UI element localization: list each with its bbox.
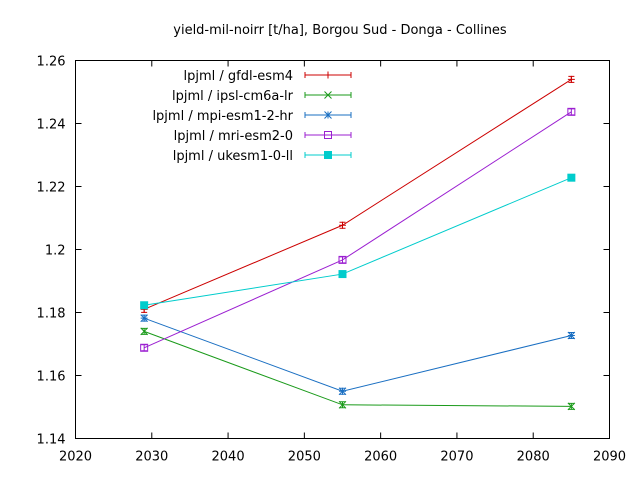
data-point — [338, 387, 347, 396]
x-tick-label: 2060 — [364, 450, 397, 465]
data-point — [567, 75, 575, 83]
series-3 — [140, 107, 576, 352]
series-layer — [140, 75, 576, 411]
data-point — [567, 331, 576, 340]
data-point — [140, 314, 149, 323]
series-line — [143, 330, 572, 407]
data-point — [339, 221, 346, 229]
series-line — [144, 177, 572, 306]
data-point — [140, 301, 149, 310]
legend-marker — [324, 131, 332, 139]
legend-marker — [324, 71, 332, 79]
series-4 — [140, 173, 576, 310]
legend-marker — [324, 151, 332, 159]
axis-ticks: 2020 2030 2040 2050 2060 2070 2080 2090 1.14 1.16… — [37, 55, 627, 465]
legend-marker — [324, 91, 332, 99]
series-1 — [140, 327, 576, 411]
data-point — [567, 173, 576, 182]
y-tick-label: 1.24 — [37, 118, 66, 133]
legend-label: lpjml / ukesm1-0-ll — [173, 149, 293, 164]
y-tick-label: 1.16 — [37, 370, 66, 385]
y-tick-label: 1.2 — [45, 244, 66, 259]
x-tick-label: 2020 — [59, 450, 92, 465]
legend-label: lpjml / gfdl-esm4 — [184, 69, 293, 84]
x-tick-label: 2050 — [288, 450, 321, 465]
legend: lpjml / gfdl-esm4 lpjml / ipsl-cm6a-lr lpj… — [152, 69, 352, 164]
data-point — [567, 402, 576, 411]
y-tick-label: 1.26 — [37, 55, 66, 70]
data-point — [140, 343, 149, 352]
data-point — [567, 107, 576, 116]
x-tick-label: 2090 — [593, 450, 626, 465]
y-tick-label: 1.22 — [37, 181, 66, 196]
series-2 — [140, 314, 576, 396]
legend-label: lpjml / mpi-esm1-2-hr — [152, 109, 293, 124]
legend-label: lpjml / ipsl-cm6a-lr — [172, 89, 294, 104]
chart-title: yield-mil-noirr [t/ha], Borgou Sud - Don… — [173, 23, 507, 38]
error-bar — [141, 344, 148, 352]
x-tick-label: 2030 — [135, 450, 168, 465]
x-tick-label: 2070 — [440, 450, 473, 465]
y-tick-label: 1.14 — [37, 433, 66, 448]
y-tick-label: 1.18 — [37, 307, 66, 322]
data-point — [140, 327, 149, 336]
data-point — [338, 400, 347, 409]
legend-marker — [324, 111, 332, 119]
x-tick-label: 2040 — [212, 450, 245, 465]
data-point — [338, 270, 347, 279]
x-tick-label: 2080 — [517, 450, 550, 465]
data-point — [338, 255, 347, 264]
series-line — [143, 111, 572, 349]
error-bar — [568, 108, 575, 116]
series-0 — [140, 75, 575, 313]
legend-label: lpjml / mri-esm2-0 — [174, 129, 293, 144]
error-bar — [339, 256, 346, 264]
